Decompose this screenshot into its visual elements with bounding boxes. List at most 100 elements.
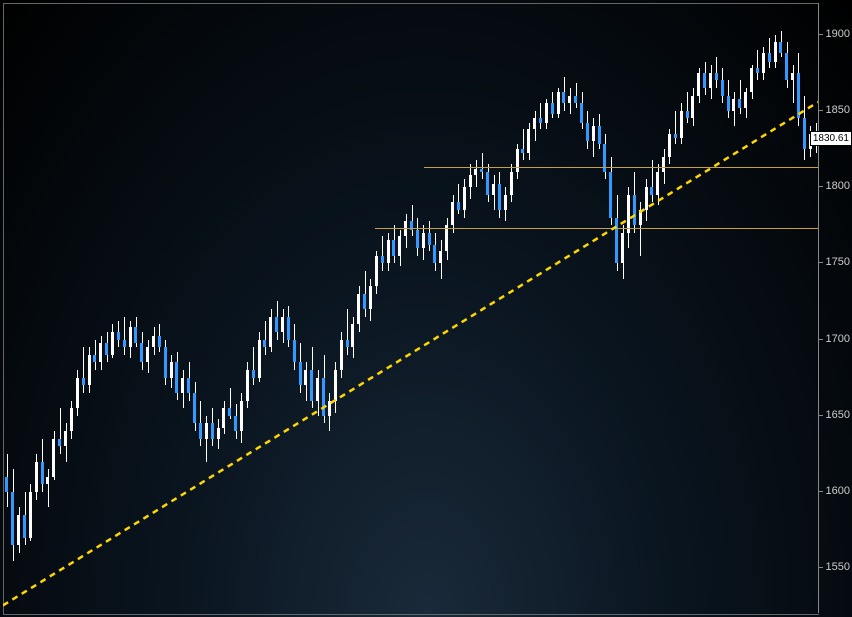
y-tick-mark: [819, 567, 823, 568]
candle-body: [744, 92, 747, 107]
candle-body: [398, 236, 401, 256]
candle-body: [299, 362, 302, 385]
candle-body: [340, 340, 343, 371]
candle-body: [234, 416, 237, 431]
candle-body: [252, 370, 255, 378]
candle-body: [64, 431, 67, 446]
candle-body: [23, 515, 26, 538]
candle-wick: [382, 236, 383, 271]
y-tick-mark: [819, 186, 823, 187]
candle-body: [668, 134, 671, 157]
candle-body: [316, 378, 319, 401]
y-tick-label: 1550: [826, 561, 850, 573]
plot-area[interactable]: [3, 3, 819, 615]
candle-body: [521, 149, 524, 154]
candle-body: [117, 332, 120, 340]
candle-body: [375, 256, 378, 287]
candle-body: [304, 370, 307, 385]
candle-body: [346, 340, 349, 348]
candle-body: [492, 184, 495, 195]
candle-wick: [757, 50, 758, 81]
candle-body: [715, 73, 718, 81]
candle-body: [598, 126, 601, 144]
candle-body: [140, 343, 143, 363]
candle-body: [656, 172, 659, 195]
candle-wick: [347, 309, 348, 355]
current-price-label: 1830.61: [813, 133, 849, 144]
candle-body: [146, 347, 149, 362]
candle-body: [240, 401, 243, 432]
candle-body: [293, 340, 296, 363]
candle-wick: [523, 129, 524, 160]
y-tick-label: 1800: [826, 180, 850, 192]
candle-wick: [83, 347, 84, 393]
candle-body: [433, 245, 436, 263]
candle-body: [369, 286, 372, 309]
candle-body: [774, 42, 777, 62]
candle-body: [134, 327, 137, 342]
candle-body: [193, 393, 196, 424]
candle-body: [93, 355, 96, 363]
y-axis: 15501600165017001750180018501900: [818, 3, 852, 613]
candle-body: [287, 317, 290, 340]
candle-body: [650, 187, 653, 195]
candle-body: [697, 73, 700, 96]
candle-body: [545, 103, 548, 123]
candle-body: [557, 92, 560, 113]
candle-body: [439, 251, 442, 263]
candle-body: [551, 103, 554, 114]
y-tick-label: 1600: [826, 485, 850, 497]
y-tick-label: 1700: [826, 333, 850, 345]
candle-body: [803, 118, 806, 149]
candle-body: [263, 340, 266, 348]
candle-body: [310, 370, 313, 401]
candle-body: [586, 123, 589, 141]
candle-body: [516, 149, 519, 172]
candle-wick: [253, 347, 254, 385]
candle-body: [5, 477, 8, 492]
candle-body: [539, 118, 542, 123]
candle-body: [732, 99, 735, 111]
candle-body: [627, 195, 630, 233]
candle-body: [105, 343, 108, 355]
candle-body: [527, 129, 530, 153]
candle-body: [709, 73, 712, 88]
candle-body: [486, 172, 489, 195]
candle-body: [463, 187, 466, 210]
candle-body: [562, 92, 565, 103]
candle-body: [674, 134, 677, 139]
y-tick-mark: [819, 262, 823, 263]
candle-body: [158, 336, 161, 347]
candle-wick: [48, 469, 49, 507]
candle-body: [111, 332, 114, 355]
candle-body: [269, 317, 272, 348]
candle-body: [498, 184, 501, 210]
candle-body: [779, 42, 782, 53]
candle-wick: [793, 65, 794, 103]
candle-body: [592, 126, 595, 141]
candle-body: [70, 408, 73, 431]
support-line: [424, 167, 819, 168]
y-tick-label: 1900: [826, 28, 850, 40]
candle-body: [381, 256, 384, 264]
candle-wick: [740, 80, 741, 114]
candle-body: [392, 240, 395, 255]
candle-wick: [652, 160, 653, 203]
candle-body: [170, 362, 173, 377]
candle-body: [328, 401, 331, 416]
candle-body: [457, 202, 460, 210]
y-tick-mark: [819, 34, 823, 35]
candle-wick: [265, 321, 266, 355]
candle-body: [211, 423, 214, 438]
candle-body: [750, 68, 753, 92]
candle-wick: [540, 103, 541, 129]
y-tick-label: 1850: [826, 104, 850, 116]
candle-body: [639, 210, 642, 225]
candle-body: [35, 462, 38, 493]
candle-wick: [675, 111, 676, 145]
candle-body: [580, 103, 583, 123]
candle-body: [187, 378, 190, 393]
candle-body: [387, 240, 390, 263]
candle-body: [199, 423, 202, 438]
candle-body: [17, 515, 20, 546]
